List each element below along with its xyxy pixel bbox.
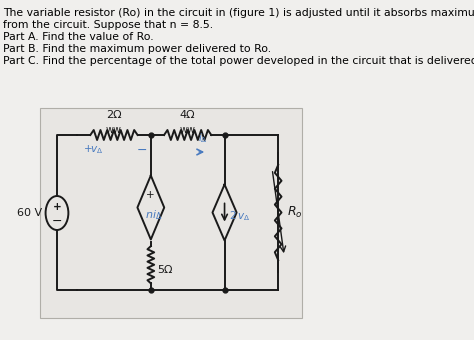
Text: Part C. Find the percentage of the total power developed in the circuit that is : Part C. Find the percentage of the total… — [3, 56, 474, 66]
Text: −: − — [137, 144, 147, 157]
Text: 4Ω: 4Ω — [180, 110, 195, 120]
Text: +: + — [53, 202, 61, 212]
Text: 5Ω: 5Ω — [157, 265, 173, 275]
Text: $v_\Delta$: $v_\Delta$ — [90, 144, 103, 156]
Text: +: + — [84, 144, 96, 154]
Text: Part A. Find the value of Ro.: Part A. Find the value of Ro. — [3, 32, 154, 42]
Text: 60 V: 60 V — [17, 208, 42, 218]
Text: from the circuit. Suppose that n = 8.5.: from the circuit. Suppose that n = 8.5. — [3, 20, 213, 30]
Text: 2Ω: 2Ω — [106, 110, 122, 120]
Text: ww: ww — [180, 125, 196, 135]
Bar — [40, 108, 301, 318]
Text: +: + — [146, 190, 155, 201]
Text: −: − — [52, 215, 62, 227]
Text: $i_\Delta$: $i_\Delta$ — [198, 131, 207, 145]
Text: $R_o$: $R_o$ — [287, 205, 302, 220]
Text: The variable resistor (Ro) in the circuit in (figure 1) is adjusted until it abs: The variable resistor (Ro) in the circui… — [3, 8, 474, 18]
Text: ww: ww — [106, 125, 122, 135]
Text: $ni_\Delta$: $ni_\Delta$ — [145, 209, 162, 222]
Text: Part B. Find the maximum power delivered to Ro.: Part B. Find the maximum power delivered… — [3, 44, 272, 54]
Text: $2\,v_\Delta$: $2\,v_\Delta$ — [229, 209, 251, 223]
